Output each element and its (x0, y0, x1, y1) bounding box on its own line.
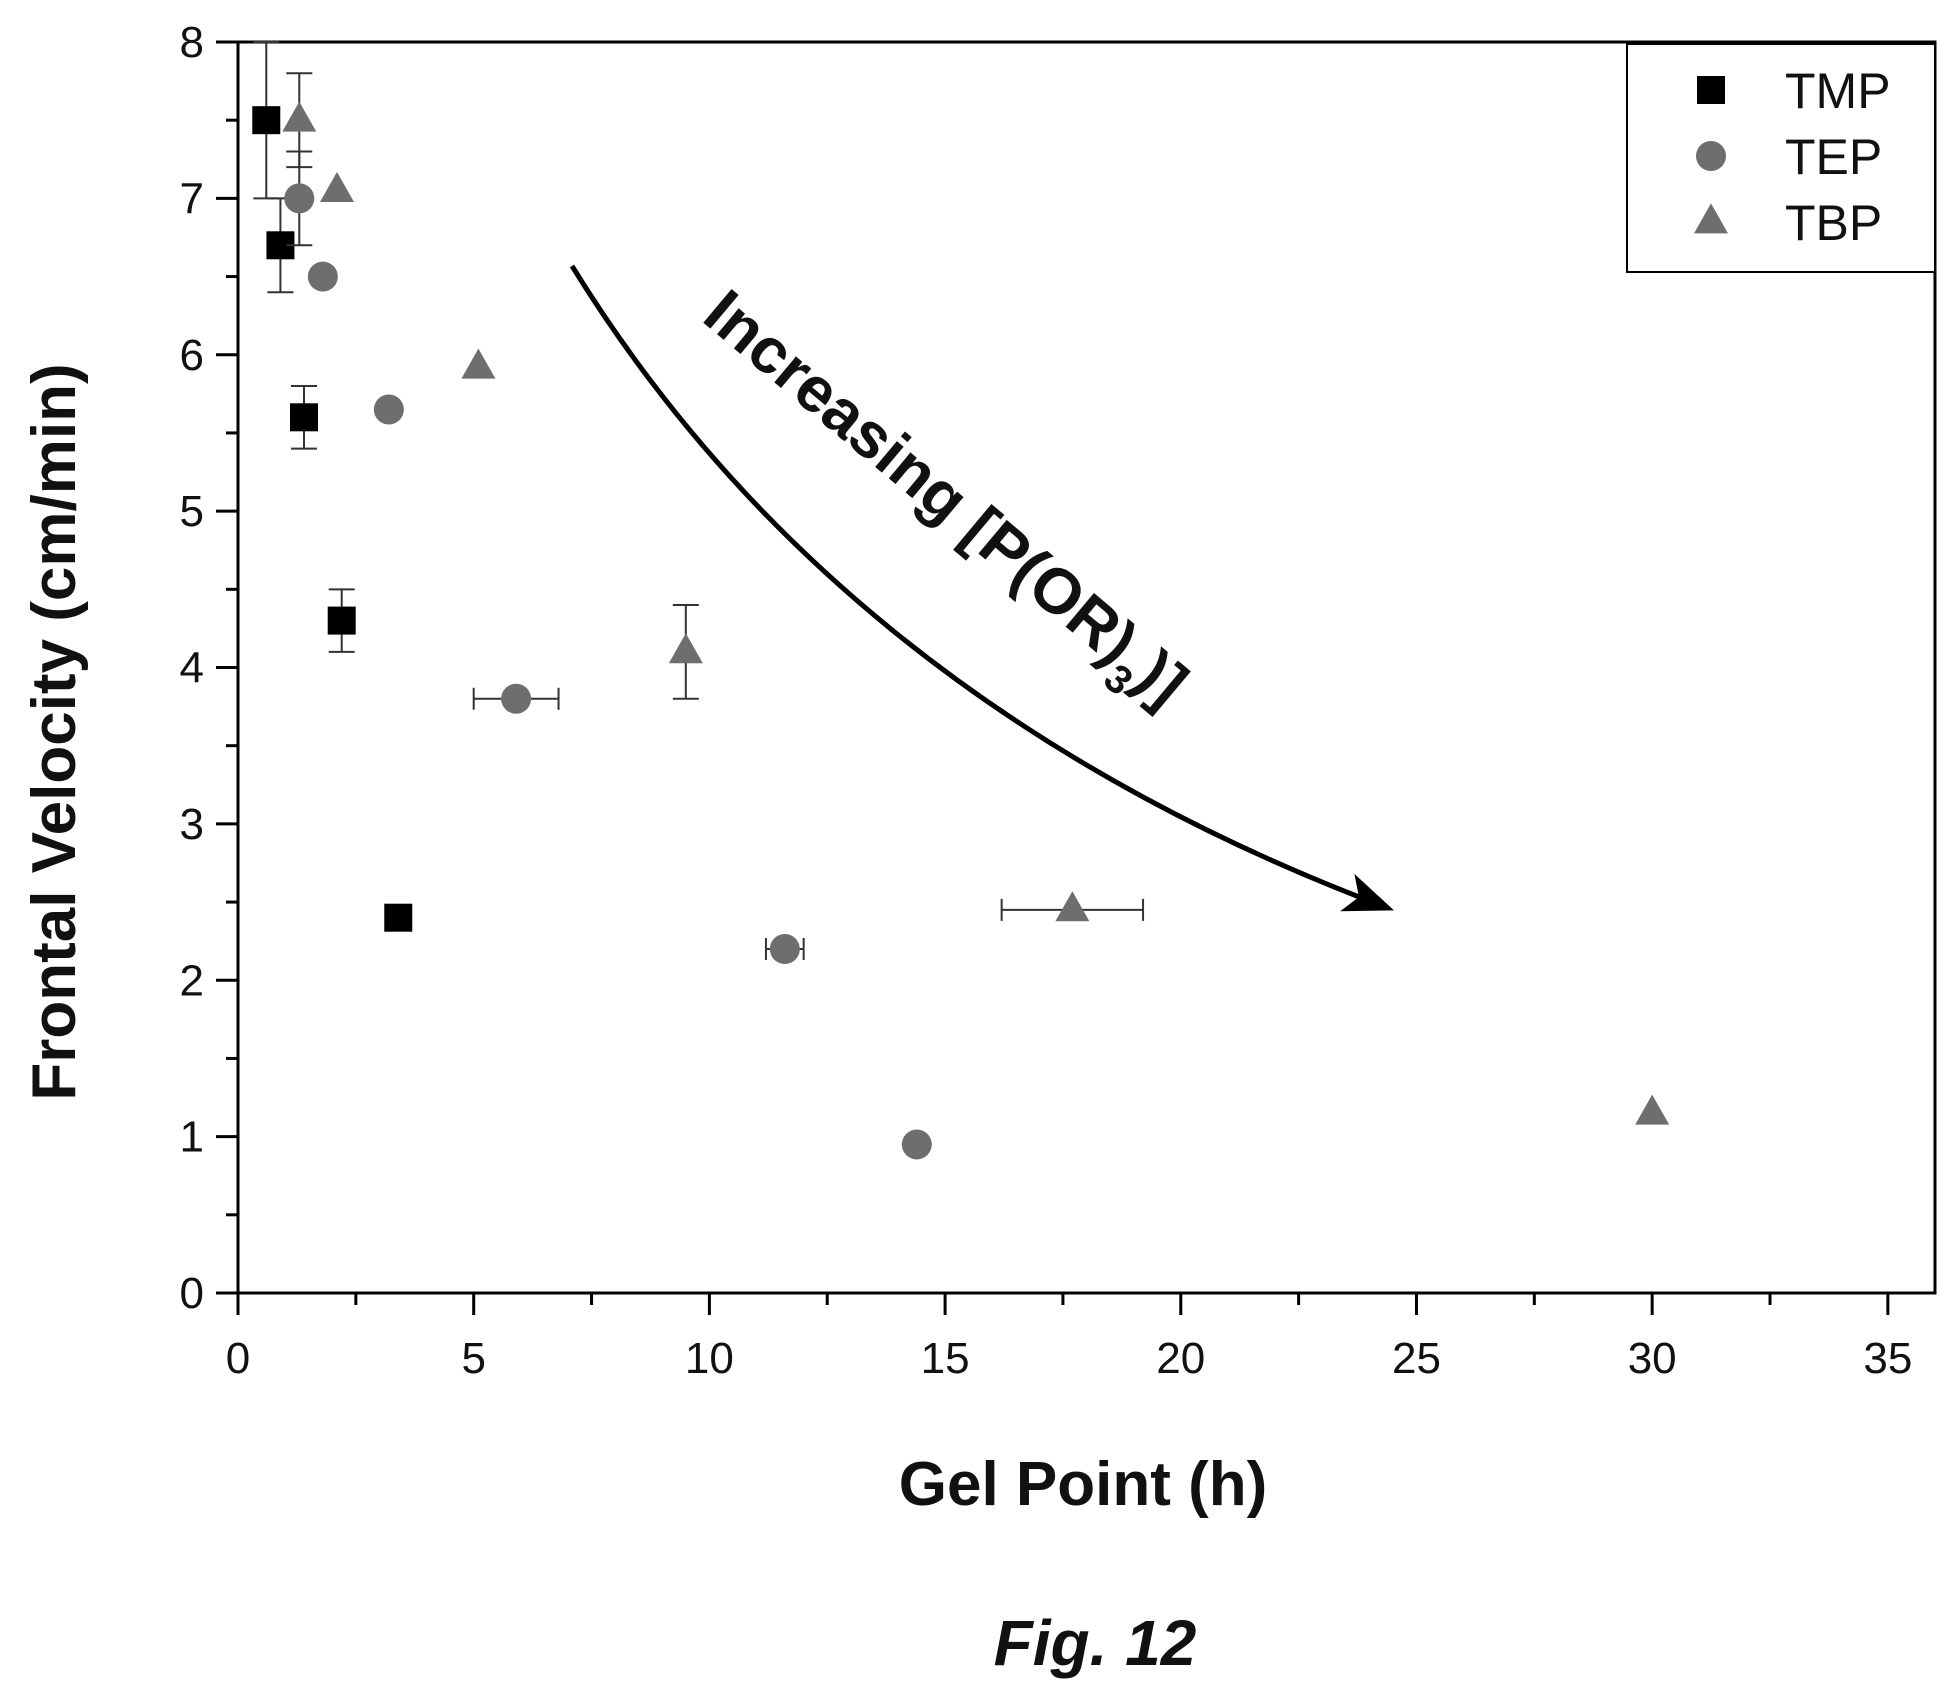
y-axis-title: Frontal Velocity (cm/min) (20, 363, 89, 1100)
x-axis: 0 5 10 15 20 25 30 35 (226, 1293, 1912, 1383)
series-tep (284, 150, 932, 1160)
figure-caption: Fig. 12 (994, 1607, 1197, 1679)
y-tick-label: 8 (180, 18, 204, 67)
x-tick-label: 35 (1863, 1334, 1912, 1383)
x-tick-label: 25 (1392, 1334, 1441, 1383)
data-point-tbp (1055, 891, 1090, 922)
trend-annotation-end: )] (1122, 637, 1201, 720)
series-tmp (252, 41, 413, 932)
y-tick-label: 6 (180, 331, 204, 380)
data-point-tbp (1635, 1094, 1670, 1125)
data-point-tbp (282, 101, 317, 132)
y-tick-label: 1 (180, 1113, 204, 1162)
data-point-tmp (384, 903, 413, 932)
data-point-tep (307, 261, 338, 292)
legend-marker-tbp (1694, 203, 1728, 234)
x-tick-label: 5 (461, 1334, 485, 1383)
legend-marker-tmp (1697, 76, 1725, 104)
data-point-tep (373, 394, 404, 425)
y-tick-label: 7 (180, 174, 204, 223)
data-point-tep (901, 1129, 932, 1160)
legend: TMP TEP TBP (1626, 43, 1936, 273)
x-tick-label: 0 (226, 1334, 250, 1383)
x-tick-label: 10 (685, 1334, 734, 1383)
data-point-tbp (461, 348, 496, 379)
legend-marker-tep (1696, 141, 1726, 171)
y-tick-label: 4 (180, 644, 204, 693)
y-tick-label: 0 (180, 1269, 204, 1318)
y-axis: 0 1 2 3 4 5 6 7 8 (180, 18, 238, 1318)
data-point-tbp (319, 171, 354, 202)
trend-arrow (569, 264, 1395, 912)
data-point-tbp (668, 633, 703, 664)
legend-label-tbp: TBP (1785, 195, 1882, 251)
legend-label-tep: TEP (1785, 129, 1882, 185)
data-point-tep (284, 183, 315, 214)
y-tick-label: 5 (180, 487, 204, 536)
data-point-tmp (327, 606, 356, 635)
data-point-tmp (289, 403, 318, 432)
y-tick-label: 2 (180, 956, 204, 1005)
legend-label-tmp: TMP (1785, 63, 1891, 119)
series-tbp (282, 72, 1670, 1125)
y-tick-label: 3 (180, 800, 204, 849)
x-tick-label: 15 (921, 1334, 970, 1383)
data-point-tep (501, 683, 532, 714)
data-point-tmp (252, 106, 281, 135)
legend-box (1626, 43, 1936, 273)
x-tick-label: 20 (1156, 1334, 1205, 1383)
trend-annotation-main: Increasing [P(OR) (691, 276, 1151, 679)
data-point-tep (769, 933, 800, 964)
x-tick-label: 30 (1628, 1334, 1677, 1383)
x-axis-title: Gel Point (h) (899, 1450, 1268, 1519)
series-layer (252, 41, 1670, 1160)
trend-annotation: Increasing [P(OR)3)] (681, 276, 1201, 732)
